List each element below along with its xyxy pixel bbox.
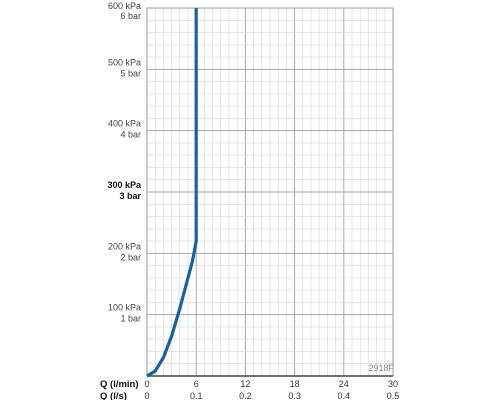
x-axis-labels: 0 0 6 0.1 12 0.2 18 0.3 24 0.4 30 0.5 <box>144 379 400 401</box>
plot-frame <box>146 7 394 377</box>
y-tick-label-bar: 3 bar <box>119 191 141 201</box>
y-tick-label-kpa: 600 kPa <box>108 1 141 11</box>
y-tick-label-kpa: 400 kPa <box>108 119 141 129</box>
series-line-0 <box>146 8 198 378</box>
y-tick-label-bar: 6 bar <box>120 11 141 21</box>
x-axis-label-lmin: Q (l/min) <box>100 379 139 390</box>
x-tick-label-lmin: 18 <box>290 379 300 389</box>
y-tick-label-bar: 4 bar <box>120 130 141 140</box>
x-tick-label-ls: 0 <box>144 391 149 400</box>
y-tick-label-kpa: 100 kPa <box>108 303 141 313</box>
y-tick-label-kpa: 500 kPa <box>108 57 141 67</box>
x-tick-label-lmin: 30 <box>388 379 398 389</box>
x-tick-label-ls: 0.1 <box>190 391 203 400</box>
x-tick-label-lmin: 24 <box>339 379 349 389</box>
y-tick-label-kpa: 300 kPa <box>107 180 142 190</box>
x-tick-label-lmin: 6 <box>194 379 199 389</box>
grid <box>146 7 394 377</box>
series-layer <box>146 8 198 378</box>
y-tick-label-bar: 1 bar <box>120 314 141 324</box>
y-tick-label-bar: 2 bar <box>120 252 141 262</box>
chart-code-label: 2918F <box>368 363 394 373</box>
y-tick-label-kpa: 200 kPa <box>108 241 141 251</box>
x-tick-label-ls: 0.3 <box>288 391 301 400</box>
x-tick-label-ls: 0.2 <box>239 391 252 400</box>
x-tick-label-ls: 0.5 <box>387 391 400 400</box>
x-axis-label-ls: Q (l/s) <box>100 391 127 400</box>
x-tick-label-lmin: 12 <box>240 379 250 389</box>
x-tick-label-lmin: 0 <box>144 379 149 389</box>
x-tick-label-ls: 0.4 <box>338 391 351 400</box>
y-tick-label-bar: 5 bar <box>120 68 141 78</box>
